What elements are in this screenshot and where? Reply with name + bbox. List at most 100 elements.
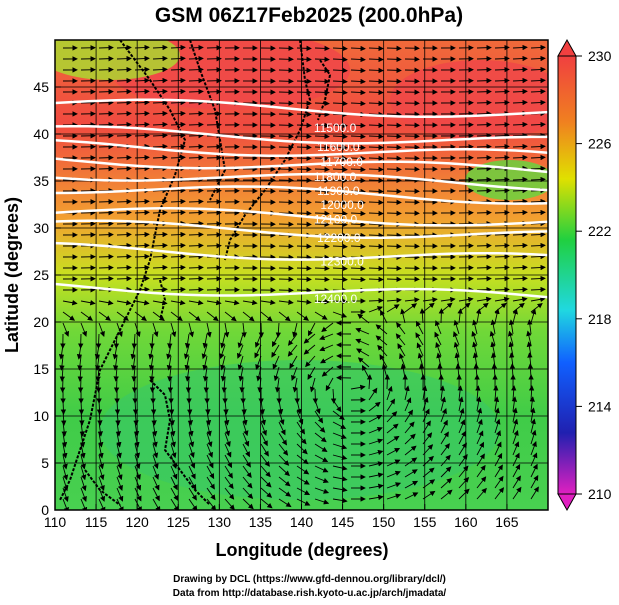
wind-vector	[95, 355, 101, 371]
y-tick-label: 35	[33, 173, 49, 189]
wind-vector	[98, 432, 104, 448]
wind-vector	[224, 443, 232, 458]
wind-vector	[494, 66, 510, 73]
wind-vector	[494, 44, 510, 51]
wind-vector	[530, 121, 546, 128]
wind-vector	[296, 287, 312, 294]
height-contours	[55, 98, 548, 299]
wind-vector	[368, 414, 383, 423]
wind-vector	[458, 453, 468, 467]
wind-vector	[98, 99, 114, 106]
wind-vector	[166, 355, 173, 371]
wind-vector	[530, 296, 546, 303]
wind-vector	[438, 308, 445, 324]
wind-vector	[494, 187, 510, 194]
wind-vector	[386, 67, 402, 74]
wind-vector	[404, 385, 410, 401]
wind-vector	[98, 465, 105, 481]
wind-vector	[422, 479, 436, 489]
wind-vector	[113, 333, 120, 349]
wind-vector	[476, 77, 492, 84]
wind-vector	[62, 476, 69, 492]
wind-vector	[134, 443, 140, 459]
wind-vector	[377, 344, 388, 357]
wind-vector	[350, 243, 366, 250]
wind-vector	[188, 311, 201, 322]
wind-vector	[386, 423, 399, 434]
wind-vector	[386, 297, 402, 303]
wind-vector	[116, 121, 132, 128]
wind-vector	[386, 144, 402, 151]
wind-vector	[476, 275, 492, 282]
wind-vector	[77, 355, 83, 371]
wind-vector	[368, 276, 384, 283]
wind-vector	[332, 298, 348, 305]
wind-vector	[170, 209, 186, 216]
wind-vector	[296, 498, 311, 506]
wind-vector	[152, 66, 168, 73]
wind-vector	[494, 55, 510, 62]
wind-vector	[458, 419, 466, 434]
wind-vector	[188, 299, 204, 306]
wind-vector	[98, 275, 114, 282]
wind-vector	[188, 432, 195, 448]
wind-vector	[134, 198, 150, 205]
wind-vector	[332, 276, 348, 283]
wind-vector	[152, 44, 168, 51]
wind-vector	[98, 132, 114, 139]
wind-vector	[386, 447, 401, 456]
wind-vector	[303, 344, 316, 355]
wind-vector	[350, 100, 366, 107]
wind-vector	[116, 231, 132, 238]
wind-vector	[272, 355, 280, 370]
wind-vector	[170, 231, 186, 238]
wind-vector	[296, 155, 312, 162]
colorbar-tick-label: 222	[588, 223, 612, 239]
wind-vector	[223, 322, 230, 338]
wind-vector	[170, 110, 186, 117]
wind-vector	[188, 121, 204, 128]
wind-vector	[238, 366, 244, 382]
wind-vector	[184, 333, 191, 349]
coastline-mainland	[59, 40, 187, 501]
wind-vector	[260, 443, 269, 457]
wind-vector	[530, 463, 538, 478]
wind-vector	[386, 482, 402, 489]
wind-vector	[332, 454, 348, 461]
height-contour	[55, 207, 548, 227]
wind-vector	[332, 265, 348, 272]
wind-vector	[98, 77, 114, 84]
wind-vector	[296, 476, 310, 485]
wind-vector	[458, 430, 466, 445]
wind-vector	[62, 322, 70, 337]
wind-vector	[62, 465, 69, 481]
wind-vector	[494, 286, 510, 293]
wind-vector	[206, 311, 219, 322]
wind-vector	[368, 100, 384, 107]
wind-vector	[386, 177, 402, 184]
wind-vector	[314, 111, 330, 118]
wind-vector	[170, 421, 176, 437]
wind-vector	[170, 432, 176, 448]
wind-vector	[332, 443, 348, 450]
colorbar-scale	[557, 55, 577, 495]
wind-vector	[314, 188, 330, 195]
wind-vector	[152, 55, 168, 62]
wind-vector	[258, 322, 265, 338]
wind-vector	[434, 320, 442, 335]
wind-vector	[368, 133, 384, 140]
wind-vector	[314, 199, 330, 206]
credit-data: Data from http://database.rish.kyoto-u.a…	[172, 588, 447, 599]
wind-vector	[116, 443, 122, 459]
wind-vector	[512, 242, 528, 249]
wind-vector	[224, 487, 235, 500]
wind-vector	[188, 443, 195, 459]
wind-vector	[206, 421, 212, 437]
wind-vector	[237, 355, 244, 371]
wind-vector	[368, 188, 384, 195]
wind-vector	[332, 144, 348, 151]
wind-vector	[386, 435, 400, 445]
wind-vector	[62, 300, 78, 306]
wind-vector	[419, 308, 426, 324]
wind-vector	[167, 366, 173, 382]
